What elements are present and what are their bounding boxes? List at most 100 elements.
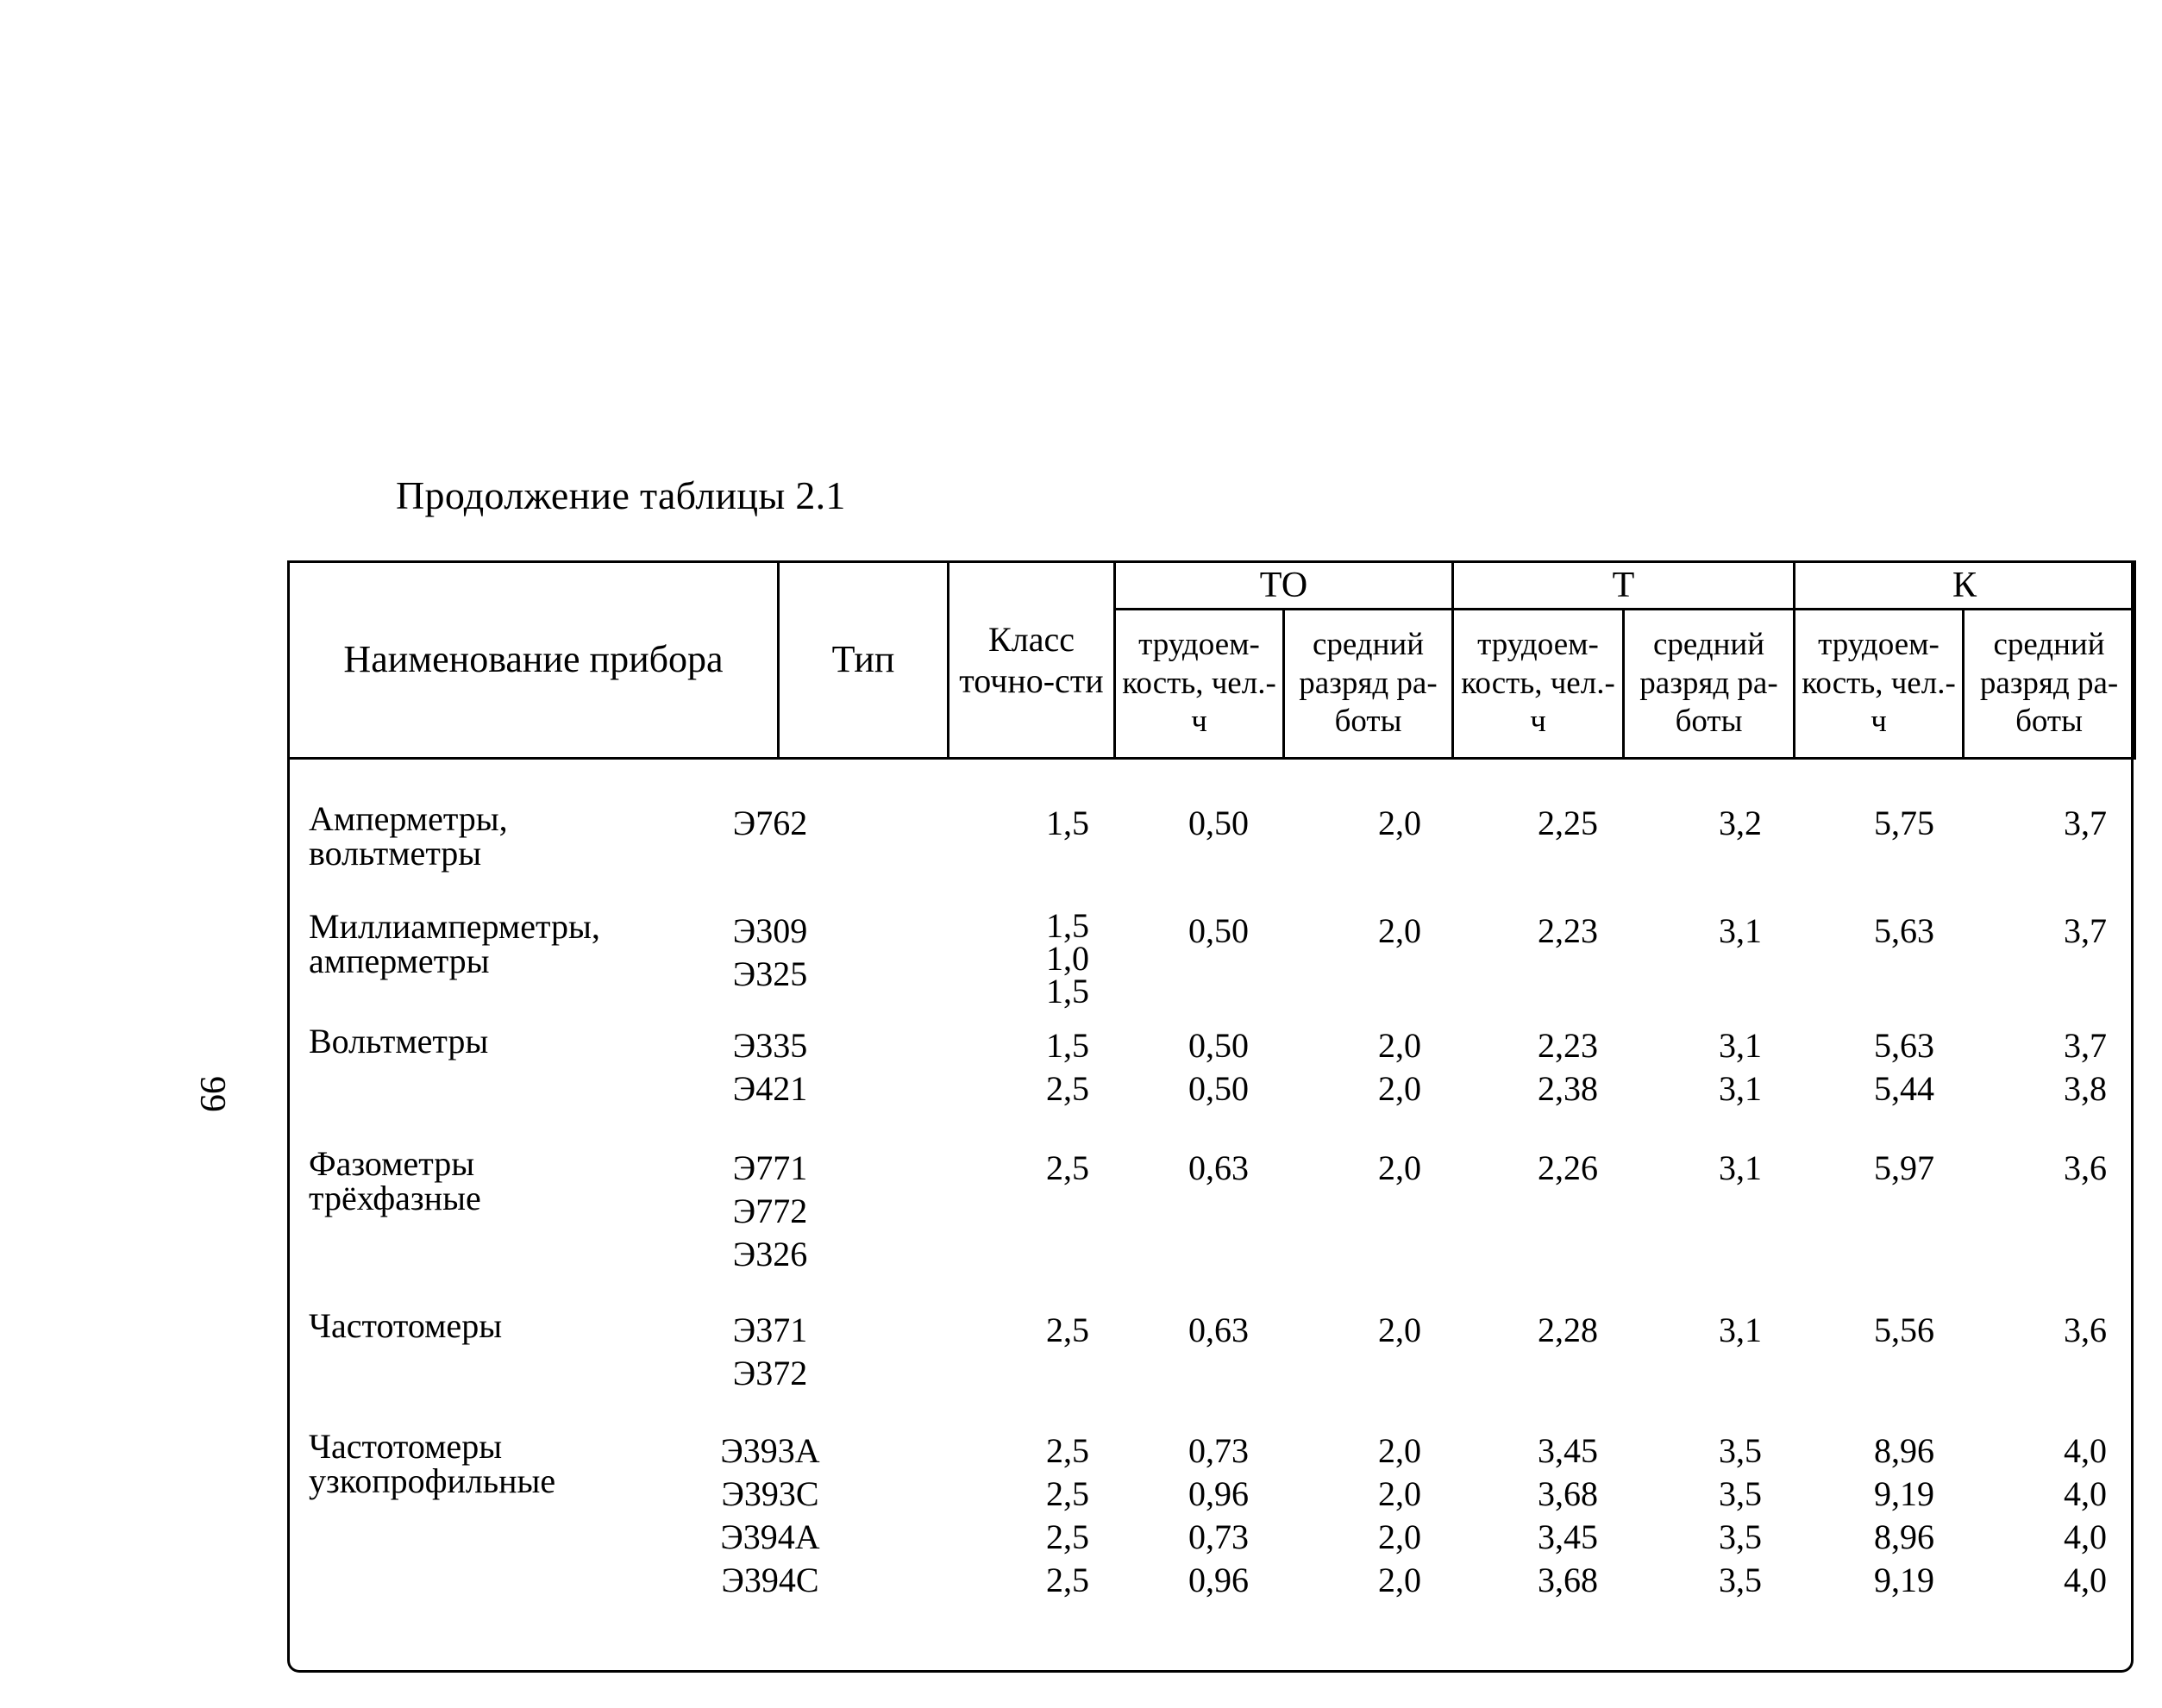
cell-t-grade-line: 3,1 <box>1719 1026 1762 1065</box>
cell-name-line: Частотомеры <box>309 1306 503 1345</box>
cell-name: Фазометры трёхфазные <box>309 1147 481 1216</box>
page-number: 99 <box>192 1076 232 1112</box>
cell-type: Э371 Э372 <box>520 1309 1020 1395</box>
cell-k-labor: 5,75 <box>1788 802 2021 845</box>
cell-t-grade-line: 3,5 <box>1719 1517 1762 1556</box>
cell-t-grade-line: 3,1 <box>1719 1311 1762 1349</box>
cell-to-labor: 0,50 <box>1119 802 1318 845</box>
header-to-labor: трудоем-кость, чел.-ч <box>1113 608 1285 760</box>
cell-t-grade-line: 3,5 <box>1719 1474 1762 1513</box>
cell-t-labor-line: 3,45 <box>1538 1431 1598 1470</box>
cell-t-grade-line: 3,1 <box>1719 911 1762 950</box>
cell-name-line: вольтметры <box>309 834 482 873</box>
cell-t-grade-line: 3,2 <box>1719 804 1762 842</box>
cell-k-labor-line: 8,96 <box>1874 1517 1934 1556</box>
cell-type-line: Э772 <box>732 1192 808 1230</box>
cell-name: Миллиамперметры, амперметры <box>309 910 600 979</box>
cell-name-line: Фазометры <box>309 1144 475 1183</box>
cell-type-line: Э393С <box>721 1474 819 1513</box>
header-to-grade: средний разряд ра-боты <box>1282 608 1454 760</box>
cell-to-grade-line: 2,0 <box>1378 1474 1421 1513</box>
cell-k-grade-line: 3,8 <box>2064 1069 2107 1108</box>
cell-t-labor-line: 2,28 <box>1538 1311 1598 1349</box>
cell-name-line: Амперметры, <box>309 799 508 838</box>
cell-k-grade: 3,6 <box>1969 1147 2162 1190</box>
cell-to-grade-line: 2,0 <box>1378 1311 1421 1349</box>
cell-k-grade-line: 4,0 <box>2064 1561 2107 1599</box>
cell-to-grade: 2,0 2,0 2,0 2,0 <box>1288 1430 1512 1602</box>
cell-t-grade-line: 3,5 <box>1719 1561 1762 1599</box>
cell-to-grade: 2,0 2,0 <box>1288 1024 1512 1111</box>
cell-t-labor-line: 3,68 <box>1538 1474 1598 1513</box>
cell-t-grade: 3,5 3,5 3,5 3,5 <box>1628 1430 1852 1602</box>
cell-k-grade-line: 4,0 <box>2064 1474 2107 1513</box>
cell-to-grade-line: 2,0 <box>1378 1431 1421 1470</box>
cell-to-labor: 0,50 <box>1119 910 1318 953</box>
cell-to-labor-line: 0,50 <box>1188 1026 1249 1065</box>
cell-to-labor: 0,63 <box>1119 1309 1318 1352</box>
cell-t-grade: 3,2 <box>1628 802 1852 845</box>
cell-k-labor-line: 9,19 <box>1874 1474 1934 1513</box>
cell-t-labor-line: 2,38 <box>1538 1069 1598 1108</box>
cell-k-labor-line: 5,97 <box>1874 1148 1934 1187</box>
cell-class: 2,5 2,5 2,5 2,5 <box>964 1430 1171 1602</box>
cell-class-line: 2,5 <box>1046 1561 1089 1599</box>
table-caption: Продолжение таблицы 2.1 <box>396 473 846 517</box>
cell-to-grade: 2,0 <box>1288 802 1512 845</box>
cell-name: Амперметры, вольтметры <box>309 802 508 871</box>
cell-k-grade: 3,7 <box>1969 802 2162 845</box>
cell-class: 2,5 <box>964 1309 1171 1352</box>
cell-t-labor-line: 2,26 <box>1538 1148 1598 1187</box>
cell-to-labor-line: 0,96 <box>1188 1474 1249 1513</box>
cell-to-labor-line: 0,96 <box>1188 1561 1249 1599</box>
cell-class: 2,5 <box>964 1147 1171 1190</box>
cell-k-labor-line: 5,63 <box>1874 911 1934 950</box>
header-type: Тип <box>777 560 949 760</box>
cell-t-labor: 2,28 <box>1456 1309 1680 1352</box>
cell-to-labor-line: 0,50 <box>1188 911 1249 950</box>
cell-t-labor-line: 2,23 <box>1538 1026 1598 1065</box>
cell-class-line: 1,0 <box>1046 939 1089 978</box>
cell-k-labor: 5,97 <box>1788 1147 2021 1190</box>
cell-k-labor: 5,56 <box>1788 1309 2021 1352</box>
cell-to-grade: 2,0 <box>1288 1309 1512 1352</box>
cell-t-labor-line: 3,45 <box>1538 1517 1598 1556</box>
header-group-to: ТО <box>1113 560 1454 610</box>
header-name: Наименование прибора <box>287 560 780 760</box>
cell-k-labor: 5,63 <box>1788 910 2021 953</box>
cell-k-labor-line: 5,75 <box>1874 804 1934 842</box>
cell-k-grade-line: 3,7 <box>2064 804 2107 842</box>
cell-class-line: 1,5 <box>1046 972 1089 1010</box>
cell-class: 1,5 2,5 <box>964 1024 1171 1111</box>
cell-class-line: 1,5 <box>1046 1026 1089 1065</box>
cell-name: Частотомеры узкопрофильные <box>309 1430 555 1498</box>
cell-t-grade-line: 3,1 <box>1719 1069 1762 1108</box>
header-group-t: Т <box>1451 560 1795 610</box>
cell-t-grade-line: 3,1 <box>1719 1148 1762 1187</box>
cell-type-line: Э309 <box>732 911 808 950</box>
cell-k-grade-line: 3,6 <box>2064 1311 2107 1349</box>
cell-class-line: 2,5 <box>1046 1474 1089 1513</box>
cell-type: Э762 <box>520 802 1020 845</box>
cell-to-labor: 0,63 <box>1119 1147 1318 1190</box>
cell-class-line: 2,5 <box>1046 1431 1089 1470</box>
cell-to-labor-line: 0,50 <box>1188 1069 1249 1108</box>
cell-t-labor-line: 2,25 <box>1538 804 1598 842</box>
header-class: Класс точно-сти <box>947 560 1116 760</box>
cell-class-line: 2,5 <box>1046 1311 1089 1349</box>
cell-k-labor-line: 5,56 <box>1874 1311 1934 1349</box>
cell-t-labor: 2,26 <box>1456 1147 1680 1190</box>
cell-t-labor: 2,23 <box>1456 910 1680 953</box>
cell-t-labor: 3,45 3,68 3,45 3,68 <box>1456 1430 1680 1602</box>
cell-to-labor-line: 0,73 <box>1188 1431 1249 1470</box>
cell-to-labor-line: 0,73 <box>1188 1517 1249 1556</box>
cell-type-line: Э325 <box>732 954 808 993</box>
cell-to-grade: 2,0 <box>1288 910 1512 953</box>
cell-k-grade-line: 4,0 <box>2064 1517 2107 1556</box>
cell-name-line: Вольтметры <box>309 1022 489 1060</box>
cell-to-grade-line: 2,0 <box>1378 1561 1421 1599</box>
cell-t-labor-line: 2,23 <box>1538 911 1598 950</box>
cell-class-line: 1,5 <box>1046 804 1089 842</box>
cell-type-line: Э372 <box>732 1354 808 1392</box>
table-frame <box>287 560 2134 1673</box>
